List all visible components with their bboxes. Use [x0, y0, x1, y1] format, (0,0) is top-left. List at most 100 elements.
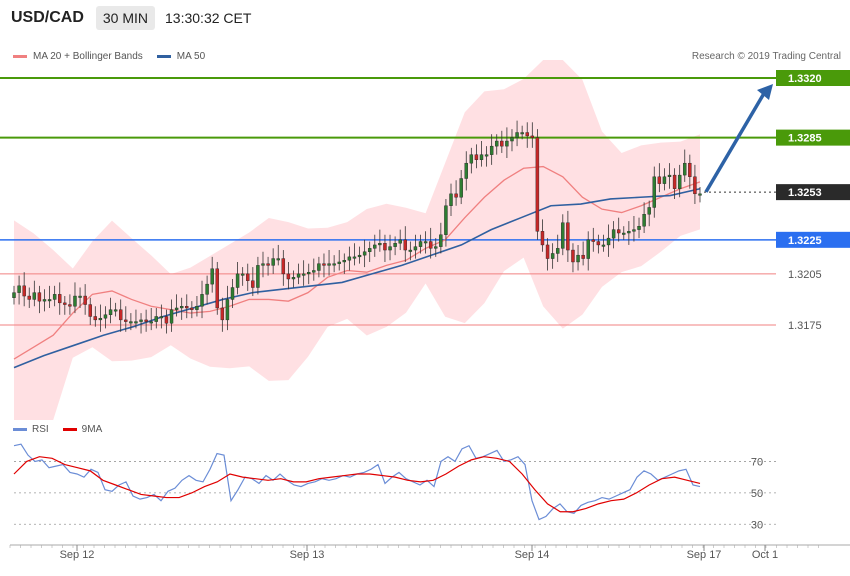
candle-body: [479, 154, 484, 160]
ma20-swatch: [13, 55, 27, 58]
rsi-swatch: [13, 428, 27, 431]
candle-body: [164, 316, 169, 324]
candle-body: [78, 295, 82, 298]
candle-body: [307, 271, 311, 275]
candle-body: [556, 248, 560, 254]
x-axis-label-0: Sep 12: [60, 549, 95, 561]
candle-body: [281, 258, 286, 275]
price-levels-layer: [0, 77, 776, 326]
candle-body: [454, 193, 458, 198]
candle-body: [327, 263, 331, 266]
x-axis-label-4: Oct 1: [752, 549, 778, 561]
legend-item-ma50: MA 50: [156, 51, 205, 62]
candle-body: [413, 246, 418, 251]
candle-body: [27, 295, 31, 300]
candle-body: [185, 306, 189, 309]
candle-body: [505, 140, 509, 147]
price-tag-label-1: 1.3285: [788, 133, 822, 145]
candle-body: [688, 162, 692, 177]
rsi-ma-line: [13, 456, 701, 513]
candle-body: [622, 232, 626, 235]
price-tag-label-5: 1.3175: [788, 320, 822, 332]
rsi-tick-label-50: 50: [751, 488, 763, 500]
candle-body: [337, 261, 341, 264]
candle-body: [347, 256, 352, 261]
candle-body: [627, 231, 631, 234]
candle-body: [459, 178, 463, 198]
candle-body: [52, 294, 57, 300]
candle-body: [520, 132, 524, 135]
candle-body: [124, 319, 128, 322]
price-tag-bg-3: [776, 231, 850, 248]
rsi-tick-label-70: 70: [751, 456, 763, 468]
candle-body: [698, 193, 702, 196]
candle-body: [291, 277, 296, 280]
credit-label: Research © 2019 Trading Central: [691, 51, 841, 62]
candle-body: [190, 307, 194, 310]
candle-body: [642, 214, 646, 227]
legend-item-ma20: MA 20 + Bollinger Bands: [13, 51, 143, 62]
candle-body: [586, 239, 590, 259]
candle-body: [632, 229, 636, 232]
candle-body: [22, 285, 26, 297]
candle-body: [154, 316, 158, 322]
price-legend: MA 20 + Bollinger Bands MA 50: [13, 51, 219, 62]
candle-body: [301, 273, 306, 276]
candle-body: [403, 239, 407, 251]
candle-body: [449, 193, 453, 206]
rsi-tick-label-30: 30: [751, 519, 763, 531]
candle-body: [32, 292, 37, 300]
candle-body: [489, 145, 494, 155]
candle-body: [113, 309, 118, 312]
candle-body: [93, 316, 98, 321]
candle-body: [525, 132, 529, 137]
price-tag-label-0: 1.3320: [788, 73, 822, 85]
candle-body: [98, 317, 103, 321]
candle-body: [174, 307, 179, 310]
x-axis-label-3: Sep 17: [687, 549, 722, 561]
candle-body: [550, 253, 555, 259]
candle-body: [596, 241, 601, 246]
candle-body: [312, 270, 316, 273]
candle-body: [428, 241, 433, 249]
candle-body: [667, 174, 672, 178]
candle-body: [566, 222, 570, 251]
forecast-arrow-layer: [704, 84, 773, 193]
price-tag-label-4: 1.3205: [788, 269, 822, 281]
candle-body: [418, 241, 423, 247]
candle-body: [118, 309, 123, 321]
rsi-ma-swatch: [62, 428, 77, 431]
forecast-arrow-shaft: [704, 89, 768, 193]
candle-body: [367, 248, 372, 252]
candle-body: [637, 225, 641, 230]
candle-body: [332, 263, 336, 266]
candle-body: [510, 137, 514, 142]
candle-body: [88, 304, 92, 317]
symbol-label: USD/CAD: [11, 9, 84, 26]
candle-body: [500, 140, 504, 147]
chart-header: USD/CAD 30 MIN 13:30:32 CET: [5, 6, 251, 30]
candle-body: [398, 239, 402, 244]
price-tag-bg-2: [776, 184, 850, 201]
rsi-line: [13, 443, 701, 521]
candle-body: [540, 231, 545, 246]
timeframe-button[interactable]: 30 MIN: [95, 6, 156, 30]
candle-body: [581, 254, 585, 259]
candle-body: [17, 285, 21, 293]
candle-body: [220, 307, 225, 321]
candle-body: [144, 319, 148, 322]
candle-body: [276, 258, 280, 261]
candle-body: [423, 241, 428, 244]
candle-body: [474, 154, 479, 160]
candle-body: [103, 314, 108, 319]
candle-body: [606, 237, 611, 246]
candle-body: [408, 249, 413, 252]
candle-body: [58, 294, 62, 304]
candle-body: [672, 174, 677, 189]
candle-body: [652, 176, 656, 208]
candle-body: [393, 243, 397, 247]
candle-body: [266, 263, 270, 266]
legend-ma20-label: MA 20 + Bollinger Bands: [33, 51, 143, 62]
candle-body: [378, 243, 382, 246]
